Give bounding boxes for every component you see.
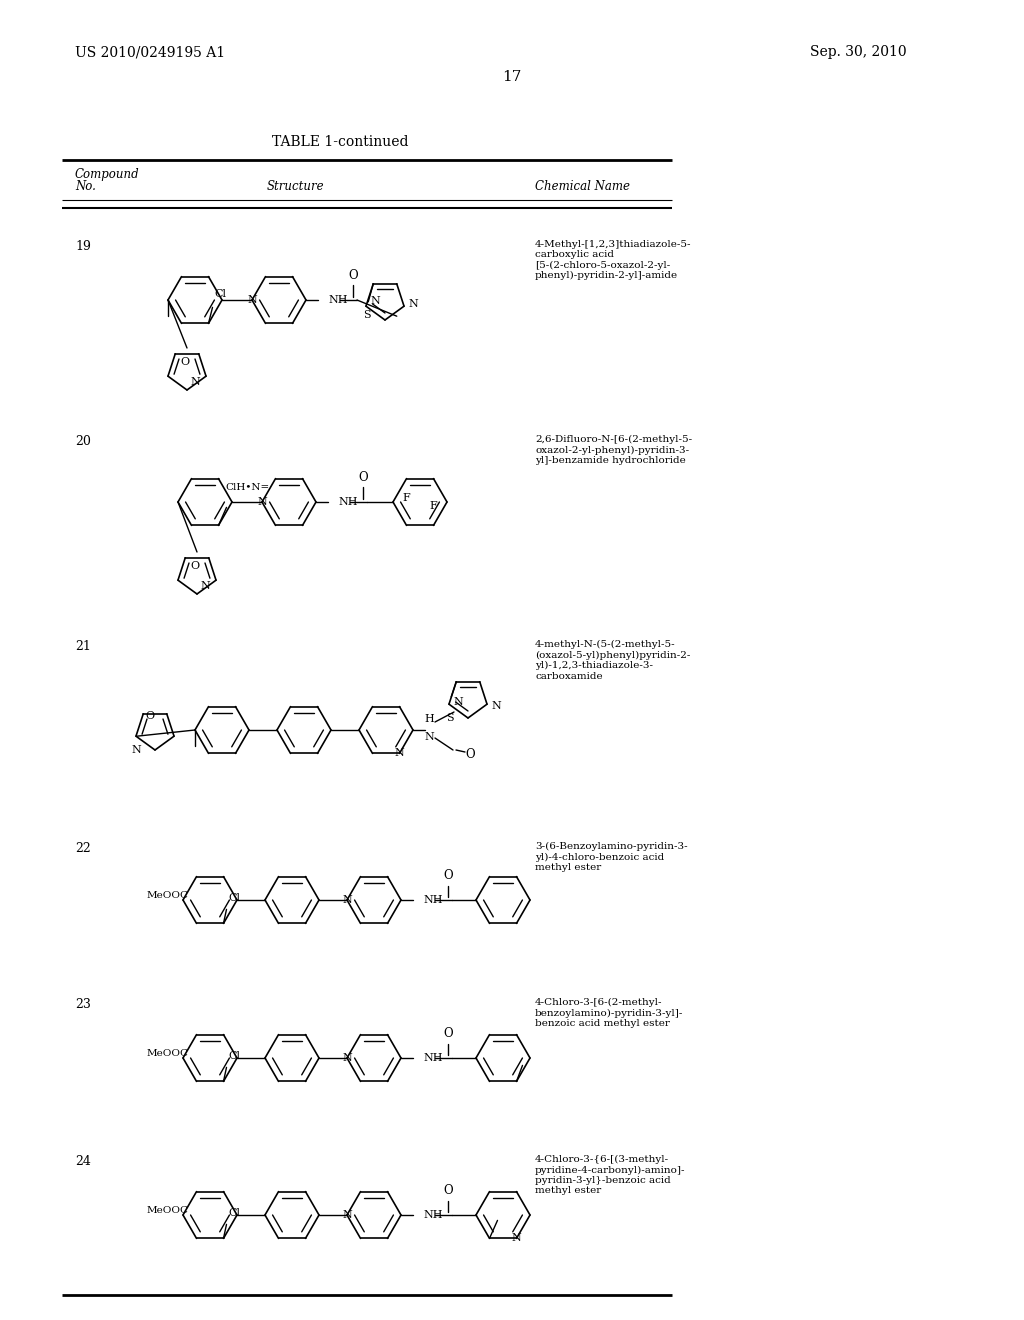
Text: NH: NH [423,1053,442,1063]
Text: N: N [394,748,404,759]
Text: N: N [342,1053,352,1063]
Text: Cl: Cl [214,289,226,300]
Text: O: O [465,747,475,760]
Text: S: S [446,713,454,723]
Text: O: O [358,471,368,484]
Text: No.: No. [75,180,96,193]
Text: N: N [190,378,200,387]
Text: 4-Chloro-3-{6-[(3-methyl-
pyridine-4-carbonyl)-amino]-
pyridin-3-yl}-benzoic aci: 4-Chloro-3-{6-[(3-methyl- pyridine-4-car… [535,1155,685,1196]
Text: Structure: Structure [266,180,324,193]
Text: Cl: Cl [228,894,241,903]
Text: NH: NH [423,895,442,906]
Text: 17: 17 [503,70,521,84]
Text: 19: 19 [75,240,91,253]
Text: N: N [424,733,434,742]
Text: 3-(6-Benzoylamino-pyridin-3-
yl)-4-chloro-benzoic acid
methyl ester: 3-(6-Benzoylamino-pyridin-3- yl)-4-chlor… [535,842,688,873]
Text: NH: NH [423,1210,442,1220]
Text: N: N [453,697,463,708]
Text: 20: 20 [75,436,91,447]
Text: TABLE 1-continued: TABLE 1-continued [271,135,409,149]
Text: O: O [443,1027,453,1040]
Text: Chemical Name: Chemical Name [535,180,630,193]
Text: N: N [408,300,418,309]
Text: ClH•N=: ClH•N= [225,483,269,492]
Text: 4-Methyl-[1,2,3]thiadiazole-5-
carboxylic acid
[5-(2-chloro-5-oxazol-2-yl-
pheny: 4-Methyl-[1,2,3]thiadiazole-5- carboxyli… [535,240,691,281]
Text: H: H [424,714,434,723]
Text: F: F [430,502,437,511]
Text: O: O [443,1184,453,1197]
Text: 2,6-Difluoro-N-[6-(2-methyl-5-
oxazol-2-yl-phenyl)-pyridin-3-
yl]-benzamide hydr: 2,6-Difluoro-N-[6-(2-methyl-5- oxazol-2-… [535,436,692,465]
Text: NH: NH [338,498,357,507]
Text: N: N [370,296,380,306]
Text: N: N [342,1210,352,1220]
Text: 24: 24 [75,1155,91,1168]
Text: N: N [342,895,352,906]
Text: O: O [190,561,200,570]
Text: MeOOC: MeOOC [146,891,188,900]
Text: S: S [364,310,371,319]
Text: O: O [348,269,357,282]
Text: F: F [402,492,411,503]
Text: MeOOC: MeOOC [146,1205,188,1214]
Text: 23: 23 [75,998,91,1011]
Text: N: N [200,581,210,591]
Text: N: N [131,744,141,755]
Text: Compound: Compound [75,168,139,181]
Text: NH: NH [328,294,347,305]
Text: O: O [443,869,453,882]
Text: N: N [247,294,257,305]
Text: MeOOC: MeOOC [146,1048,188,1057]
Text: O: O [180,356,189,367]
Text: 21: 21 [75,640,91,653]
Text: N: N [257,498,267,507]
Text: 4-Chloro-3-[6-(2-methyl-
benzoylamino)-pyridin-3-yl]-
benzoic acid methyl ester: 4-Chloro-3-[6-(2-methyl- benzoylamino)-p… [535,998,683,1028]
Text: Sep. 30, 2010: Sep. 30, 2010 [810,45,906,59]
Text: 4-methyl-N-(5-(2-methyl-5-
(oxazol-5-yl)phenyl)pyridin-2-
yl)-1,2,3-thiadiazole-: 4-methyl-N-(5-(2-methyl-5- (oxazol-5-yl)… [535,640,690,681]
Text: N: N [492,701,501,711]
Text: Cl: Cl [228,1052,241,1061]
Text: O: O [145,710,155,721]
Text: Cl: Cl [228,1208,241,1218]
Text: US 2010/0249195 A1: US 2010/0249195 A1 [75,45,225,59]
Text: N: N [512,1233,521,1243]
Text: 22: 22 [75,842,91,855]
